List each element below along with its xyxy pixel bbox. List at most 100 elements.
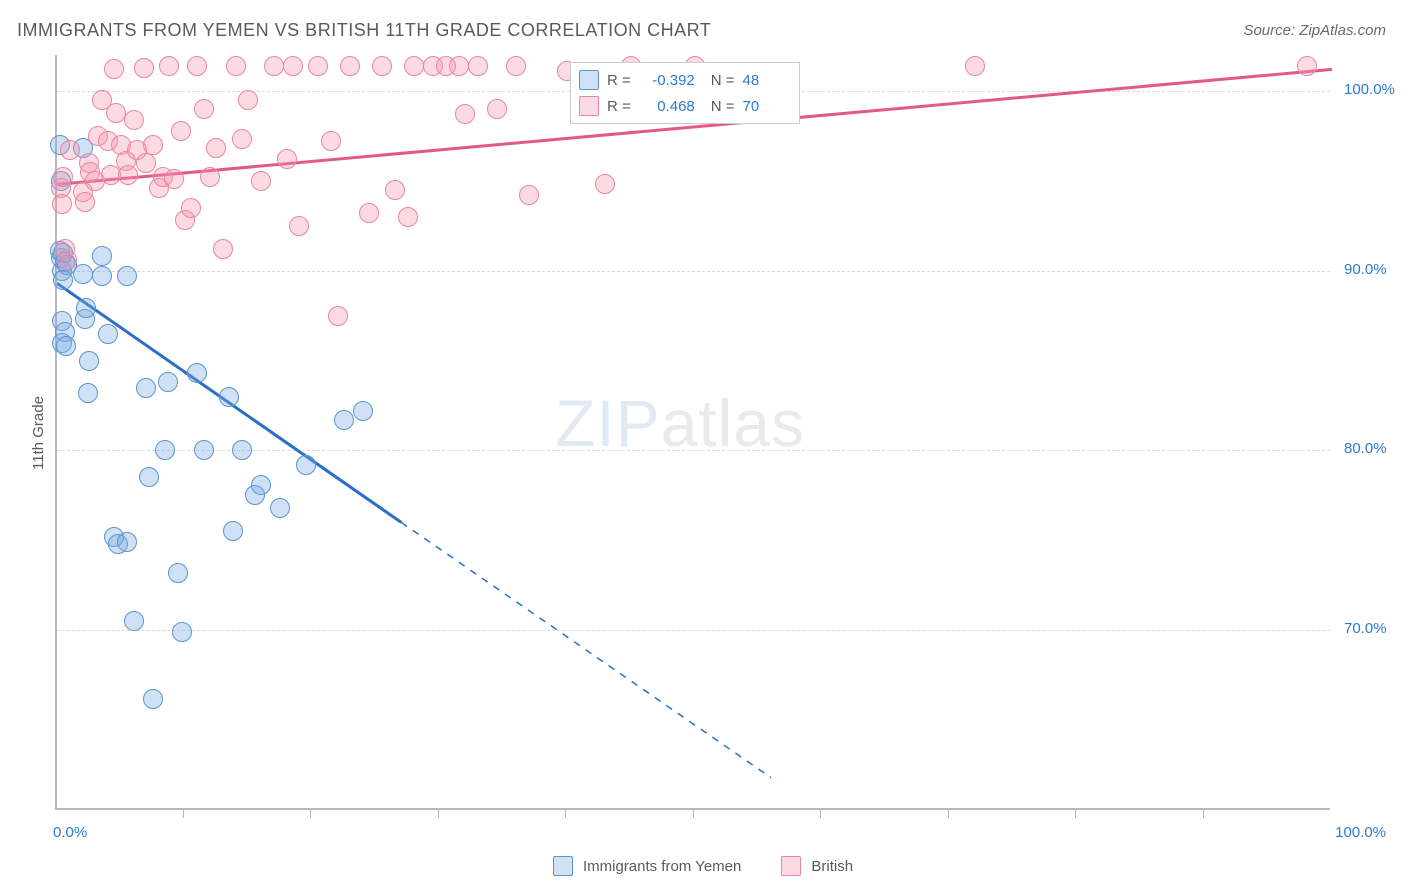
data-point xyxy=(171,121,191,141)
data-point xyxy=(223,521,243,541)
data-point xyxy=(56,336,76,356)
data-point xyxy=(98,324,118,344)
x-tick-mark xyxy=(1075,810,1076,818)
data-point xyxy=(136,153,156,173)
data-point xyxy=(60,140,80,160)
legend-r-value: 0.468 xyxy=(639,98,695,115)
data-point xyxy=(124,611,144,631)
data-point xyxy=(53,167,73,187)
data-point xyxy=(75,192,95,212)
data-point xyxy=(117,266,137,286)
data-point xyxy=(172,622,192,642)
legend-n-label: N = xyxy=(711,98,735,115)
y-tick-label: 80.0% xyxy=(1344,440,1387,457)
data-point xyxy=(194,99,214,119)
y-tick-label: 70.0% xyxy=(1344,620,1387,637)
legend-r-label: R = xyxy=(607,72,631,89)
x-tick-mark xyxy=(1203,810,1204,818)
gridline xyxy=(57,271,1330,272)
series-legend-item: British xyxy=(781,856,853,876)
data-point xyxy=(124,110,144,130)
data-point xyxy=(57,250,77,270)
legend-swatch xyxy=(781,856,801,876)
legend-n-value: 48 xyxy=(743,72,760,89)
stats-legend-row: R = -0.392 N = 48 xyxy=(579,67,791,93)
data-point xyxy=(283,56,303,76)
data-point xyxy=(468,56,488,76)
data-point xyxy=(73,264,93,284)
x-tick-mark xyxy=(565,810,566,818)
data-point xyxy=(219,387,239,407)
data-point xyxy=(164,169,184,189)
data-point xyxy=(264,56,284,76)
legend-swatch xyxy=(579,96,599,116)
data-point xyxy=(455,104,475,124)
data-point xyxy=(359,203,379,223)
legend-r-value: -0.392 xyxy=(639,72,695,89)
data-point xyxy=(92,266,112,286)
data-point xyxy=(53,270,73,290)
data-point xyxy=(134,58,154,78)
data-point xyxy=(155,440,175,460)
data-point xyxy=(181,198,201,218)
data-point xyxy=(117,532,137,552)
legend-swatch xyxy=(553,856,573,876)
data-point xyxy=(158,372,178,392)
data-point xyxy=(232,129,252,149)
data-point xyxy=(308,56,328,76)
x-tick-mark xyxy=(693,810,694,818)
data-point xyxy=(187,56,207,76)
series-legend-item: Immigrants from Yemen xyxy=(553,856,741,876)
data-point xyxy=(200,167,220,187)
data-point xyxy=(321,131,341,151)
y-tick-label: 100.0% xyxy=(1344,81,1395,98)
data-point xyxy=(398,207,418,227)
data-point xyxy=(187,363,207,383)
data-point xyxy=(328,306,348,326)
x-axis-min-label: 0.0% xyxy=(53,824,87,841)
x-tick-mark xyxy=(438,810,439,818)
data-point xyxy=(289,216,309,236)
legend-n-label: N = xyxy=(711,72,735,89)
data-point xyxy=(143,135,163,155)
data-point xyxy=(79,351,99,371)
data-point xyxy=(270,498,290,518)
stats-legend-row: R = 0.468 N = 70 xyxy=(579,93,791,119)
data-point xyxy=(139,467,159,487)
data-point xyxy=(159,56,179,76)
data-point xyxy=(251,171,271,191)
data-point xyxy=(334,410,354,430)
data-point xyxy=(506,56,526,76)
data-point xyxy=(449,56,469,76)
series-legend-label: Immigrants from Yemen xyxy=(583,858,741,875)
data-point xyxy=(340,56,360,76)
data-point xyxy=(136,378,156,398)
series-legend-label: British xyxy=(811,858,853,875)
plot-area xyxy=(55,55,1330,810)
gridline xyxy=(57,630,1330,631)
source-label: Source: ZipAtlas.com xyxy=(1243,22,1386,39)
data-point xyxy=(194,440,214,460)
data-point xyxy=(232,440,252,460)
x-tick-mark xyxy=(183,810,184,818)
y-tick-label: 90.0% xyxy=(1344,261,1387,278)
data-point xyxy=(143,689,163,709)
y-axis-label: 11th Grade xyxy=(30,396,47,470)
data-point xyxy=(277,149,297,169)
data-point xyxy=(296,455,316,475)
data-point xyxy=(353,401,373,421)
legend-r-label: R = xyxy=(607,98,631,115)
data-point xyxy=(1297,56,1317,76)
data-point xyxy=(168,563,188,583)
legend-n-value: 70 xyxy=(743,98,760,115)
data-point xyxy=(404,56,424,76)
stats-legend: R = -0.392 N = 48 R = 0.468 N = 70 xyxy=(570,62,800,124)
x-tick-mark xyxy=(310,810,311,818)
data-point xyxy=(238,90,258,110)
data-point xyxy=(595,174,615,194)
data-point xyxy=(78,383,98,403)
data-point xyxy=(372,56,392,76)
data-point xyxy=(76,298,96,318)
x-tick-mark xyxy=(948,810,949,818)
data-point xyxy=(519,185,539,205)
